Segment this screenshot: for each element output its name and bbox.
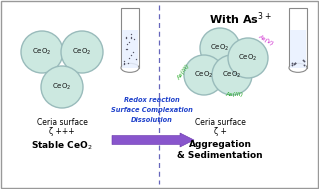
FancyBboxPatch shape xyxy=(122,30,138,68)
Text: As(V): As(V) xyxy=(257,34,274,46)
Text: CeO$_2$: CeO$_2$ xyxy=(210,43,230,53)
Text: With As$^{3+}$: With As$^{3+}$ xyxy=(209,10,271,27)
Text: CeO$_2$: CeO$_2$ xyxy=(238,53,258,63)
Circle shape xyxy=(212,55,252,95)
Text: CeO$_2$: CeO$_2$ xyxy=(222,70,242,80)
Circle shape xyxy=(41,66,83,108)
Ellipse shape xyxy=(289,63,307,72)
FancyArrow shape xyxy=(112,133,194,147)
Text: CeO$_2$: CeO$_2$ xyxy=(194,70,214,80)
Text: Ceria surface: Ceria surface xyxy=(195,118,245,127)
FancyBboxPatch shape xyxy=(121,8,139,68)
Text: As(III): As(III) xyxy=(225,92,243,97)
Circle shape xyxy=(21,31,63,73)
Circle shape xyxy=(200,28,240,68)
Ellipse shape xyxy=(121,63,139,72)
Text: As(III): As(III) xyxy=(176,63,191,81)
Text: CeO$_2$: CeO$_2$ xyxy=(72,47,92,57)
Text: Aggregation
& Sedimentation: Aggregation & Sedimentation xyxy=(177,140,263,160)
Text: Dissolution: Dissolution xyxy=(131,117,173,123)
FancyBboxPatch shape xyxy=(289,8,307,68)
FancyBboxPatch shape xyxy=(290,30,306,68)
Text: Redox reaction: Redox reaction xyxy=(124,97,180,103)
Text: CeO$_2$: CeO$_2$ xyxy=(52,82,72,92)
Text: Surface Complexation: Surface Complexation xyxy=(111,107,193,113)
Circle shape xyxy=(228,38,268,78)
Text: Ceria surface: Ceria surface xyxy=(37,118,87,127)
Circle shape xyxy=(184,55,224,95)
Text: Stable CeO$_2$: Stable CeO$_2$ xyxy=(31,140,93,153)
Text: ζ +: ζ + xyxy=(213,127,226,136)
Text: CeO$_2$: CeO$_2$ xyxy=(32,47,52,57)
Circle shape xyxy=(61,31,103,73)
Text: ζ +++: ζ +++ xyxy=(49,127,75,136)
